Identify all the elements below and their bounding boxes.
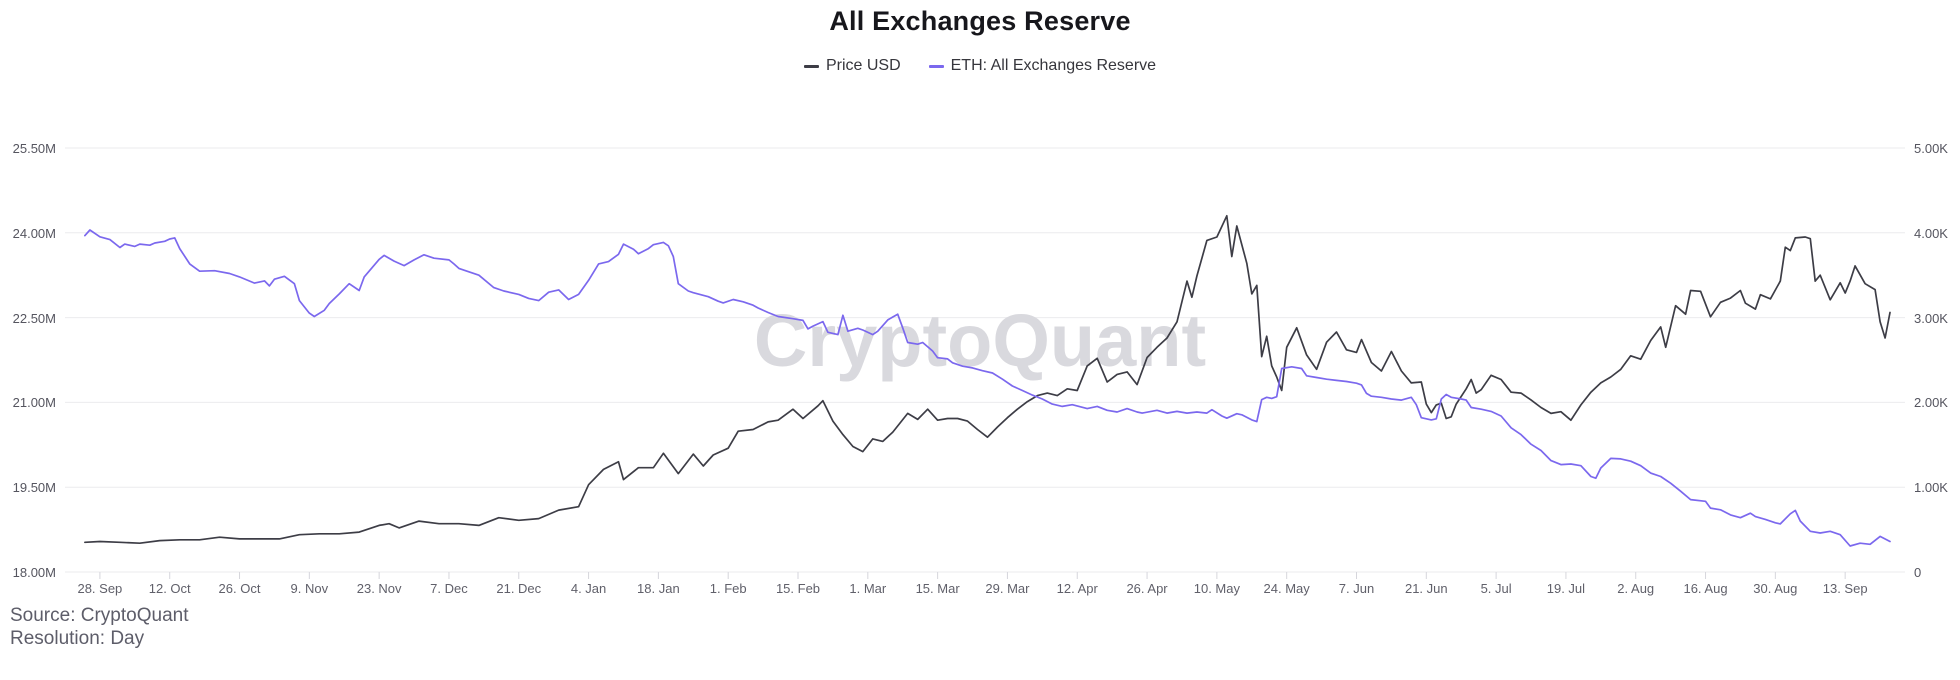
legend: Price USD ETH: All Exchanges Reserve <box>0 57 1960 75</box>
y-axis-label-right: 4.00K <box>1914 225 1948 241</box>
y-axis-label-right: 1.00K <box>1914 480 1948 496</box>
source-text: Source: CryptoQuant <box>10 605 189 626</box>
x-axis-label: 7. Dec <box>430 581 468 596</box>
x-axis-label: 18. Jan <box>637 581 680 596</box>
x-axis-label: 15. Feb <box>775 581 821 596</box>
x-axis-label: 7. Jun <box>1338 581 1375 596</box>
y-axis-label-right: 3.00K <box>1914 310 1948 326</box>
y-axis-label-left: 19.50M <box>12 480 56 496</box>
x-axis-label: 12. Apr <box>1056 581 1098 596</box>
x-axis-label: 19. Jul <box>1546 581 1586 596</box>
footer: Source: CryptoQuant Resolution: Day <box>10 604 188 650</box>
x-axis-label: 5. Jul <box>1480 581 1512 596</box>
y-axis-label-right: 5.00K <box>1914 141 1948 156</box>
x-axis-label: 1. Mar <box>849 581 887 596</box>
x-axis-label: 24. May <box>1263 581 1310 596</box>
page-title: All Exchanges Reserve <box>829 6 1131 36</box>
x-axis-label: 26. Oct <box>218 581 261 596</box>
y-axis-label-right: 2.00K <box>1914 395 1948 411</box>
x-axis-label: 2. Aug <box>1617 581 1655 596</box>
legend-label-price-usd: Price USD <box>825 57 901 74</box>
x-axis-label: 30. Aug <box>1753 581 1798 596</box>
x-axis-label: 9. Nov <box>290 581 329 596</box>
series-line-price-usd <box>84 214 1891 545</box>
y-axis-label-left: 25.50M <box>12 141 56 156</box>
legend-item-price-usd[interactable]: Price USD <box>803 57 901 75</box>
x-axis-label: 10. May <box>1193 581 1240 596</box>
x-axis-label: 15. Mar <box>915 581 960 596</box>
x-axis-label: 23. Nov <box>356 581 402 596</box>
x-axis-label: 28. Sep <box>77 581 123 596</box>
eth-reserve-dash-icon <box>928 64 944 68</box>
resolution-text: Resolution: Day <box>10 628 145 649</box>
x-axis-label: 13. Sep <box>1822 581 1868 596</box>
y-axis-label-left: 24.00M <box>12 225 56 241</box>
x-axis-label: 12. Oct <box>148 581 191 596</box>
y-axis-label-left: 22.50M <box>12 310 56 326</box>
price-usd-dash-icon <box>803 64 819 68</box>
x-axis-label: 16. Aug <box>1683 581 1728 596</box>
legend-item-eth-reserve[interactable]: ETH: All Exchanges Reserve <box>928 57 1157 75</box>
x-axis-label: 21. Dec <box>496 581 542 596</box>
x-axis-label: 4. Jan <box>570 581 607 596</box>
y-axis-label-left: 21.00M <box>12 395 56 411</box>
x-axis-label: 21. Jun <box>1404 581 1448 596</box>
x-axis-label: 29. Mar <box>985 581 1030 596</box>
watermark: CryptoQuant <box>753 299 1207 382</box>
x-axis-label: 26. Apr <box>1126 581 1168 596</box>
x-axis-label: 1. Feb <box>709 581 747 596</box>
series-line-eth-all-exchanges-reserve <box>84 229 1891 547</box>
y-axis-label-left: 18.00M <box>12 565 56 580</box>
legend-label-eth-reserve: ETH: All Exchanges Reserve <box>950 57 1157 74</box>
y-axis-label-right: 0 <box>1914 565 1922 580</box>
